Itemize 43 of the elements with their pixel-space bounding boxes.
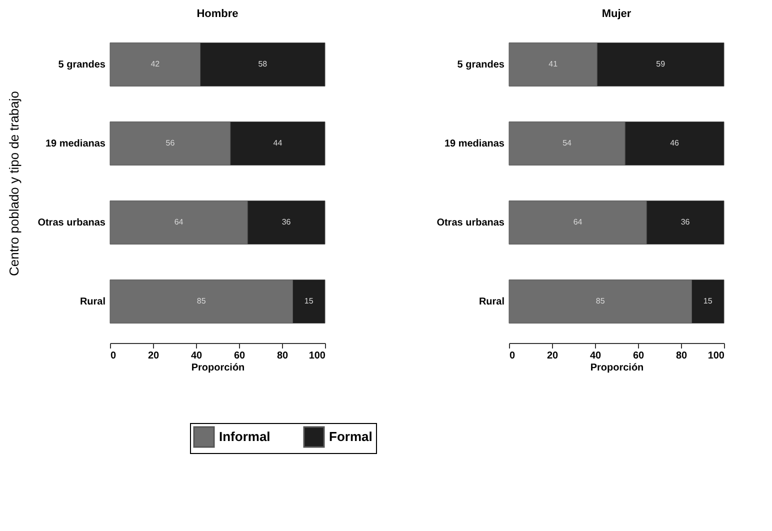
- data-label: 36: [282, 218, 292, 227]
- y-tick-label: 19 medianas: [444, 138, 505, 150]
- data-label: 56: [166, 138, 176, 148]
- y-tick-label: 5 grandes: [58, 59, 106, 70]
- x-tick-label: 0: [110, 350, 116, 362]
- y-tick-label: Otras urbanas: [436, 218, 505, 229]
- x-tick-label: 80: [276, 350, 288, 362]
- data-label: 54: [562, 138, 572, 148]
- data-label: 85: [196, 296, 206, 306]
- x-tick-label: 100: [308, 350, 326, 362]
- data-label: 59: [656, 59, 666, 68]
- y-tick-label: 5 grandes: [457, 59, 505, 70]
- y-tick-label: Rural: [80, 296, 106, 308]
- x-tick-label: 60: [632, 350, 644, 362]
- x-tick-label: 80: [676, 350, 688, 362]
- y-tick-label: Rural: [478, 296, 505, 308]
- data-label: 64: [573, 218, 583, 227]
- data-label: 44: [273, 138, 283, 148]
- legend-label: Formal: [329, 429, 372, 444]
- x-tick-label: 20: [148, 350, 160, 362]
- y-axis-title: Centro poblado y tipo de trabajo: [6, 90, 22, 276]
- data-label: 85: [596, 296, 606, 306]
- legend-label: Informal: [219, 429, 270, 444]
- data-label: 15: [304, 296, 314, 306]
- data-label: 15: [703, 296, 713, 306]
- data-label: 58: [258, 59, 268, 68]
- y-tick-label: 19 medianas: [45, 138, 106, 150]
- chart-title: Hombre: [196, 8, 238, 20]
- chart-title: Mujer: [602, 8, 632, 20]
- data-label: 42: [150, 59, 160, 68]
- x-axis-title: Proporción: [590, 362, 644, 374]
- y-tick-label: Otras urbanas: [38, 218, 106, 229]
- x-tick-label: 40: [190, 350, 202, 362]
- x-tick-label: 100: [708, 350, 725, 362]
- x-tick-label: 20: [546, 350, 558, 362]
- x-tick-label: 60: [234, 350, 246, 362]
- x-tick-label: 40: [590, 350, 602, 362]
- data-label: 41: [548, 59, 558, 68]
- data-label: 46: [670, 138, 680, 148]
- data-label: 64: [174, 218, 184, 227]
- data-label: 36: [680, 218, 690, 227]
- x-axis-title: Proporción: [191, 362, 245, 374]
- x-tick-label: 0: [510, 350, 516, 362]
